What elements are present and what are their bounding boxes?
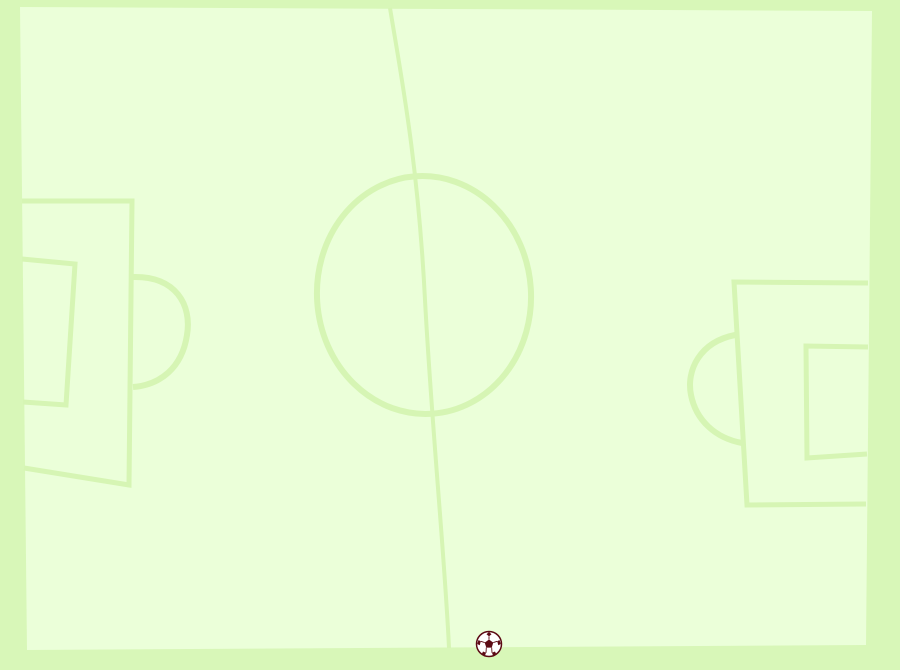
halfway-line xyxy=(388,7,451,649)
left-goal-area xyxy=(21,256,78,408)
right-penalty-area xyxy=(731,279,869,508)
left-penalty-arc xyxy=(132,273,191,390)
left-penalty-area xyxy=(22,198,135,488)
soccer-ball-icon[interactable] xyxy=(475,630,503,658)
right-penalty-arc xyxy=(687,332,743,446)
pitch-surface xyxy=(20,7,872,650)
right-goal-area xyxy=(803,343,869,461)
center-circle xyxy=(313,173,535,417)
